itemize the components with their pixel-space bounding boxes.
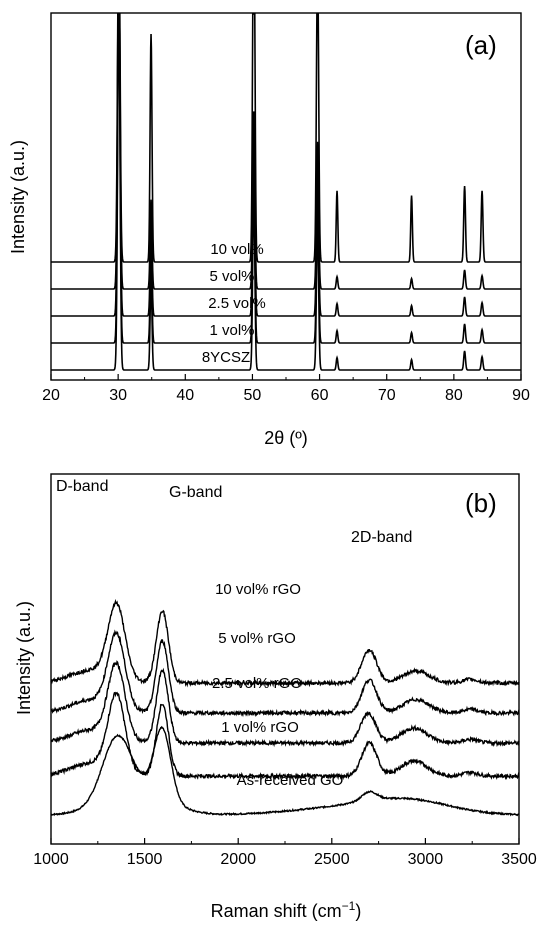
panel-a-x-tick-label-0: 20 — [42, 387, 60, 404]
panel-a-x-tick-label-7: 90 — [512, 387, 530, 404]
xrd-series-label-2: 2.5 vol% — [208, 295, 266, 312]
raman-curve-1 — [50, 691, 520, 781]
xrd-series-label-0: 8YCSZ — [202, 349, 250, 366]
panel-b-x-tick-label-5: 3500 — [501, 851, 537, 868]
xrd-curve-4 — [51, 13, 521, 263]
xrd-series-label-1: 1 vol% — [209, 322, 254, 339]
panel-b-tag: (b) — [465, 488, 497, 518]
panel-a-x-ticks: 20 30 40 50 60 70 80 90 — [42, 374, 530, 404]
raman-curve-2 — [50, 660, 520, 748]
panel-b-x-tick-label-3: 2500 — [314, 851, 350, 868]
panel-b-series-labels: As-received GO 1 vol% rGO 2.5 vol% rGO 5 vo… — [212, 581, 343, 789]
panel-a-x-tick-label-4: 60 — [311, 387, 329, 404]
panel-b: 1000 1500 2000 2500 3000 3500 As-received GO 1… — [14, 473, 537, 921]
panel-b-x-tick-label-1: 1500 — [127, 851, 163, 868]
raman-series-label-3: 5 vol% rGO — [218, 630, 296, 647]
panel-b-x-axis-label: Raman shift (cm−1) — [211, 899, 362, 921]
panel-a-x-tick-label-5: 70 — [378, 387, 396, 404]
panel-a-x-tick-label-1: 30 — [109, 387, 127, 404]
panel-b-x-tick-label-0: 1000 — [33, 851, 69, 868]
panel-a-curves — [51, 13, 521, 371]
panel-b-y-axis-label: Intensity (a.u.) — [14, 601, 34, 715]
xrd-curve-3 — [51, 13, 521, 290]
xrd-series-label-3: 5 vol% — [209, 268, 254, 285]
raman-series-label-2: 2.5 vol% rGO — [212, 675, 302, 692]
panel-a-y-axis-label: Intensity (a.u.) — [8, 140, 28, 254]
panel-b-x-tick-label-4: 3000 — [408, 851, 444, 868]
raman-series-label-4: 10 vol% rGO — [215, 581, 301, 598]
d-band-label: D-band — [56, 478, 108, 495]
panel-b-curves — [50, 598, 520, 817]
g-band-label: G-band — [169, 484, 222, 501]
xrd-series-label-4: 10 vol% — [210, 241, 263, 258]
panel-b-x-tick-label-2: 2000 — [220, 851, 256, 868]
panel-a-x-tick-label-3: 50 — [244, 387, 262, 404]
raman-curve-4 — [50, 598, 520, 688]
panel-a: 20 30 40 50 60 70 80 90 8YCSZ 1 vol% 2.5 vol% 5 vo… — [8, 12, 530, 448]
raman-curve-3 — [50, 629, 520, 718]
xrd-curve-0 — [51, 13, 521, 371]
panel-b-x-ticks: 1000 1500 2000 2500 3000 3500 — [33, 838, 537, 868]
xrd-curve-2 — [51, 13, 521, 317]
2d-band-label: 2D-band — [351, 529, 412, 546]
raman-series-label-0: As-received GO — [237, 772, 344, 789]
panel-a-x-tick-label-6: 80 — [445, 387, 463, 404]
xrd-curve-1 — [51, 13, 521, 344]
panel-a-tag: (a) — [465, 30, 497, 60]
panel-a-series-labels: 8YCSZ 1 vol% 2.5 vol% 5 vol% 10 vol% — [202, 241, 266, 366]
raman-series-label-1: 1 vol% rGO — [221, 719, 299, 736]
panel-a-x-tick-label-2: 40 — [176, 387, 194, 404]
panel-a-x-axis-label: 2θ (º) — [264, 428, 308, 448]
